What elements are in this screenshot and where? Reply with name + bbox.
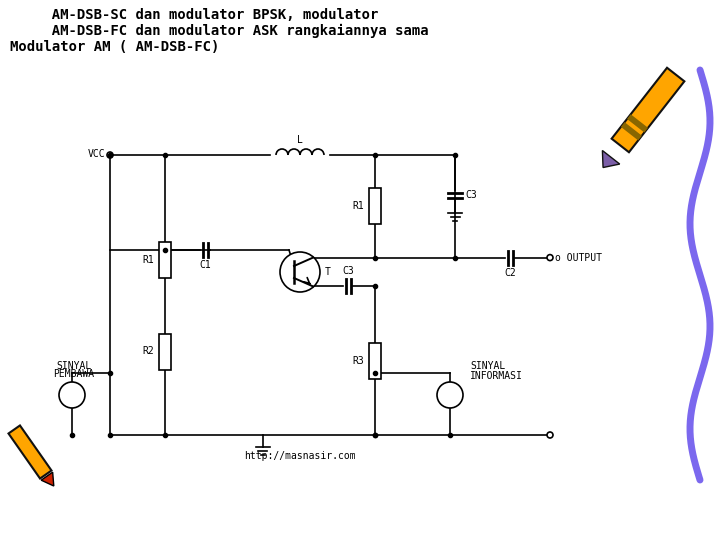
Circle shape xyxy=(280,252,320,292)
Text: T: T xyxy=(325,267,331,277)
Polygon shape xyxy=(621,122,642,140)
Text: C3: C3 xyxy=(342,266,354,276)
Circle shape xyxy=(547,254,553,261)
Text: INFORMASI: INFORMASI xyxy=(470,371,523,381)
Text: SINYAL: SINYAL xyxy=(470,361,505,371)
Polygon shape xyxy=(603,151,620,167)
Text: o OUTPUT: o OUTPUT xyxy=(555,253,602,262)
Text: C2: C2 xyxy=(504,268,516,278)
Polygon shape xyxy=(611,68,685,152)
Text: C1: C1 xyxy=(199,260,211,270)
Text: R1: R1 xyxy=(352,201,364,211)
Text: AM-DSB-FC dan modulator ASK rangkaiannya sama: AM-DSB-FC dan modulator ASK rangkaiannya… xyxy=(35,24,428,38)
Bar xyxy=(369,343,381,379)
Polygon shape xyxy=(9,426,52,478)
Text: AM-DSB-SC dan modulator BPSK, modulator: AM-DSB-SC dan modulator BPSK, modulator xyxy=(35,8,379,22)
Text: Modulator AM ( AM-DSB-FC): Modulator AM ( AM-DSB-FC) xyxy=(10,40,220,54)
Bar xyxy=(159,242,171,278)
Text: C3: C3 xyxy=(465,190,477,200)
Bar xyxy=(159,334,171,369)
Bar xyxy=(369,188,381,224)
Text: R1: R1 xyxy=(143,255,154,265)
Text: http://masnasir.com: http://masnasir.com xyxy=(244,451,356,461)
Text: R2: R2 xyxy=(143,347,154,356)
Polygon shape xyxy=(41,472,54,486)
Text: PEMBAWA: PEMBAWA xyxy=(53,369,94,379)
Polygon shape xyxy=(627,114,648,132)
Circle shape xyxy=(107,152,113,158)
Circle shape xyxy=(437,382,463,408)
Text: L: L xyxy=(297,135,303,145)
Circle shape xyxy=(547,432,553,438)
Text: VCC: VCC xyxy=(87,149,105,159)
Text: SINYAL: SINYAL xyxy=(56,361,91,371)
Circle shape xyxy=(59,382,85,408)
Text: R3: R3 xyxy=(352,356,364,366)
